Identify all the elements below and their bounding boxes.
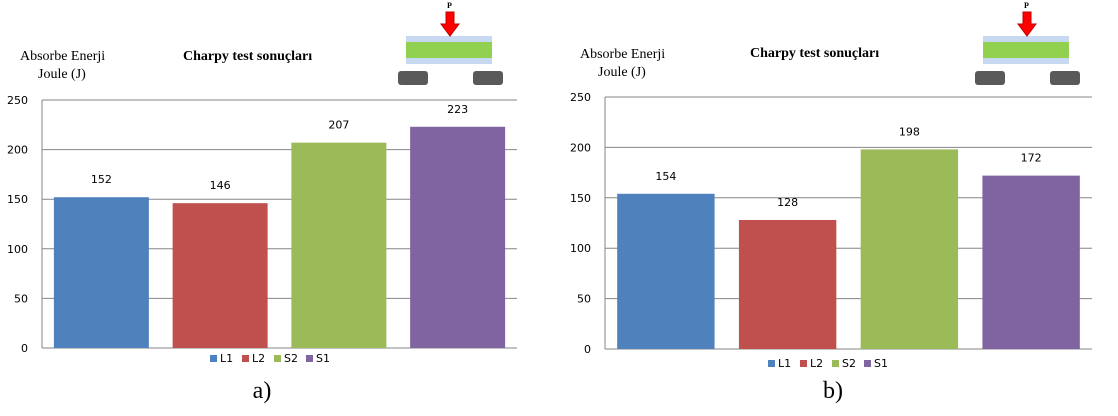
- chart-panel-a: Absorbe Enerji Joule (J) Charpy test sonuç…: [7, 1, 517, 404]
- load-arrow: [1017, 11, 1037, 37]
- specimen-beam: [983, 42, 1069, 58]
- data-label: 172: [1021, 152, 1042, 165]
- legend-label-s1: S1: [874, 357, 888, 370]
- charpy-specimen-diagram: P: [975, 1, 1080, 85]
- support-right: [1050, 71, 1080, 85]
- bar-l1: [53, 197, 149, 348]
- bar-s1: [982, 175, 1080, 349]
- data-label: 152: [91, 173, 112, 186]
- y-axis-label: Absorbe Enerji: [580, 47, 665, 62]
- legend-swatch-l1: [768, 360, 775, 367]
- legend-label-s2: S2: [284, 352, 298, 365]
- y-tick-label: 150: [7, 193, 28, 206]
- bar-s1: [410, 126, 506, 348]
- bar-l2: [738, 219, 837, 349]
- support-left: [398, 71, 428, 85]
- legend-label-s2: S2: [842, 357, 856, 370]
- load-arrow: [440, 11, 460, 37]
- legend-swatch-s1: [306, 355, 313, 362]
- bar-l1: [617, 193, 715, 349]
- legend-label-l1: L1: [778, 357, 791, 370]
- y-tick-label: 250: [7, 94, 28, 107]
- bar-s2: [860, 149, 959, 349]
- y-tick-label: 50: [14, 292, 28, 305]
- data-label: 207: [328, 119, 349, 132]
- chart-b: Absorbe Enerji Joule (J) Charpy test sonuç…: [570, 1, 1092, 404]
- y-tick-label: 200: [7, 144, 28, 157]
- load-label: P: [447, 1, 452, 10]
- y-tick-label: 200: [570, 141, 591, 154]
- y-tick-label: 250: [570, 91, 591, 104]
- legend-label-s1: S1: [316, 352, 330, 365]
- legend-swatch-s2: [832, 360, 839, 367]
- chart-panel-b: Absorbe Enerji Joule (J) Charpy test sonuç…: [559, 0, 1118, 416]
- charpy-specimen-diagram: P: [398, 1, 503, 85]
- data-label: 198: [899, 125, 920, 138]
- data-label: 128: [777, 196, 798, 209]
- legend-swatch-l1: [210, 355, 217, 362]
- legend-swatch-s2: [274, 355, 281, 362]
- legend-label-l2: L2: [810, 357, 823, 370]
- chart-title: Charpy test sonuçları: [750, 46, 879, 61]
- panel-caption: a): [253, 378, 272, 404]
- legend-swatch-l2: [800, 360, 807, 367]
- data-label: 146: [210, 179, 231, 192]
- y-tick-label: 50: [577, 293, 591, 306]
- y-tick-label: 100: [570, 242, 591, 255]
- bar-l2: [172, 203, 268, 348]
- bar-s2: [291, 142, 387, 348]
- legend-swatch-l2: [242, 355, 249, 362]
- support-right: [473, 71, 503, 85]
- y-axis-unit: Joule (J): [38, 67, 86, 82]
- y-tick-label: 150: [570, 192, 591, 205]
- specimen-beam: [406, 42, 492, 58]
- chart-a: Absorbe Enerji Joule (J) Charpy test sonuç…: [7, 1, 517, 404]
- legend-label-l1: L1: [220, 352, 233, 365]
- y-tick-label: 0: [21, 342, 28, 355]
- y-axis-unit: Joule (J): [598, 65, 646, 80]
- y-axis-label: Absorbe Enerji: [20, 49, 105, 64]
- support-left: [975, 71, 1005, 85]
- y-tick-label: 0: [584, 343, 591, 356]
- y-tick-label: 100: [7, 243, 28, 256]
- panel-caption: b): [823, 378, 843, 404]
- legend-label-l2: L2: [252, 352, 265, 365]
- chart-title: Charpy test sonuçları: [183, 49, 312, 64]
- load-label: P: [1024, 1, 1029, 10]
- data-label: 223: [447, 103, 468, 116]
- legend-swatch-s1: [864, 360, 871, 367]
- data-label: 154: [655, 170, 676, 183]
